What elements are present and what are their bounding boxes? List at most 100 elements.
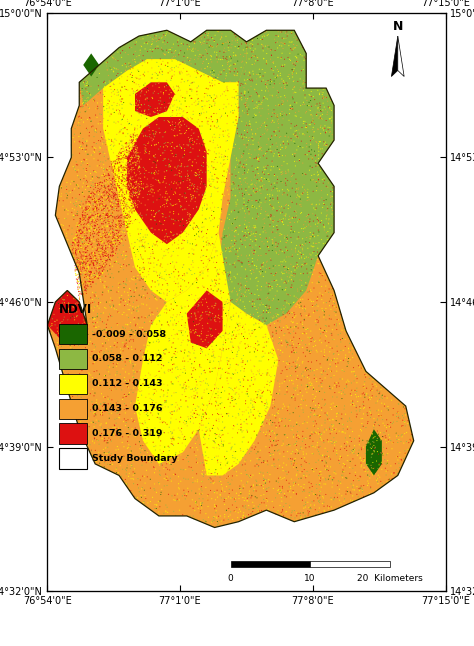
Point xyxy=(78,424,85,434)
Point xyxy=(381,424,389,435)
Point xyxy=(182,101,190,112)
Point xyxy=(396,408,404,418)
Point xyxy=(76,85,83,96)
Point xyxy=(126,202,134,213)
Point xyxy=(312,100,319,110)
Point xyxy=(187,93,195,103)
Point xyxy=(63,334,71,344)
Point xyxy=(260,54,267,64)
Point xyxy=(386,388,394,398)
Point xyxy=(74,264,82,274)
Point xyxy=(89,258,96,268)
Point xyxy=(63,228,70,238)
Point xyxy=(130,372,137,382)
Point xyxy=(159,46,167,56)
Point xyxy=(122,152,129,163)
Point xyxy=(110,138,118,148)
Point xyxy=(86,286,93,297)
Point xyxy=(75,218,83,229)
Point xyxy=(272,260,279,271)
Point xyxy=(264,101,272,111)
Point xyxy=(287,276,295,286)
Point xyxy=(118,81,126,92)
Point xyxy=(74,282,82,292)
Point xyxy=(150,395,158,406)
Point xyxy=(405,437,412,448)
Point xyxy=(388,395,395,405)
Point xyxy=(380,478,387,488)
Point xyxy=(297,308,304,318)
Point xyxy=(153,487,160,497)
Point xyxy=(347,488,355,498)
Point xyxy=(144,47,151,57)
Point xyxy=(85,199,93,209)
Point xyxy=(104,121,112,131)
Point xyxy=(152,137,159,147)
Point xyxy=(167,453,175,463)
Point xyxy=(260,271,267,282)
Point xyxy=(118,258,125,269)
Point xyxy=(218,486,225,496)
Point xyxy=(307,285,314,295)
Point xyxy=(106,173,113,183)
Point xyxy=(206,430,213,441)
Point xyxy=(196,160,203,170)
Point xyxy=(192,127,200,138)
Point xyxy=(305,178,312,188)
Point xyxy=(208,161,215,171)
Point xyxy=(82,224,89,234)
Point xyxy=(181,276,188,286)
Point xyxy=(114,229,122,240)
Point xyxy=(316,335,323,346)
Point xyxy=(129,72,137,83)
Point xyxy=(288,213,296,223)
Point xyxy=(81,276,89,286)
Point xyxy=(365,373,373,384)
Point xyxy=(107,191,115,201)
Point xyxy=(281,247,288,258)
Point xyxy=(87,259,94,269)
Point xyxy=(253,393,261,403)
Point xyxy=(307,345,315,355)
Point xyxy=(77,239,84,249)
Point xyxy=(143,438,151,448)
Point xyxy=(227,267,234,278)
Point xyxy=(240,366,248,377)
Point xyxy=(291,439,298,450)
Point xyxy=(114,196,121,207)
Point xyxy=(93,127,100,138)
Point xyxy=(316,373,324,384)
Point xyxy=(100,187,108,197)
Point xyxy=(266,470,273,480)
Point xyxy=(189,257,197,267)
Point xyxy=(118,221,125,231)
Point xyxy=(107,302,114,312)
Point xyxy=(229,452,237,463)
Point xyxy=(234,428,241,438)
Point xyxy=(247,184,255,194)
Point xyxy=(109,459,116,470)
Point xyxy=(263,163,270,173)
Point xyxy=(118,375,125,386)
Point xyxy=(129,162,137,172)
Point xyxy=(265,333,273,344)
Point xyxy=(192,453,200,464)
Point xyxy=(215,416,223,426)
Point xyxy=(338,388,346,399)
Point xyxy=(192,382,200,393)
Point xyxy=(170,293,177,304)
Point xyxy=(96,160,103,171)
Point xyxy=(405,420,413,430)
Point xyxy=(310,273,318,284)
Point xyxy=(153,479,160,489)
Point xyxy=(324,276,332,287)
Point xyxy=(182,383,189,393)
Point xyxy=(299,478,307,488)
Point xyxy=(374,477,382,487)
Point xyxy=(129,190,137,200)
Point xyxy=(85,238,93,249)
Point xyxy=(189,271,196,281)
Point xyxy=(219,61,227,71)
Point xyxy=(228,219,236,229)
Point xyxy=(230,330,237,340)
